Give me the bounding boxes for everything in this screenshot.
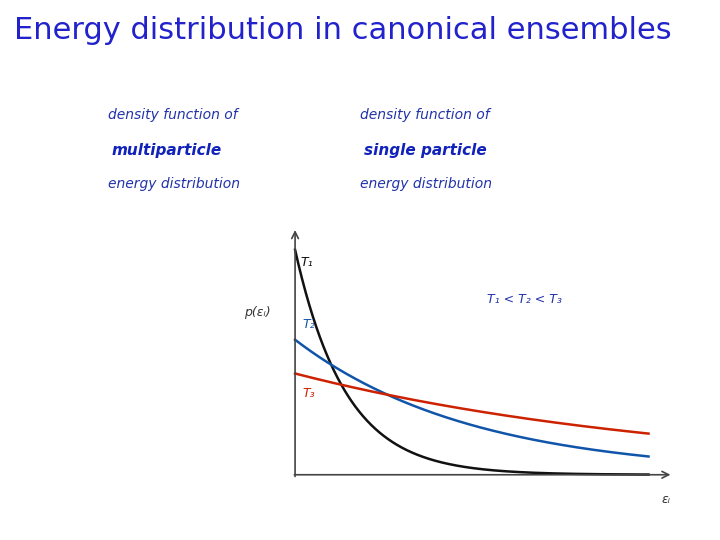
Text: density function of: density function of <box>108 108 238 122</box>
Text: T₃: T₃ <box>302 387 315 400</box>
Text: multiparticle: multiparticle <box>112 143 222 158</box>
Text: T₂: T₂ <box>302 318 315 330</box>
Text: p(εᵢ): p(εᵢ) <box>243 306 270 319</box>
Text: energy distribution: energy distribution <box>360 177 492 191</box>
Text: T₁ < T₂ < T₃: T₁ < T₂ < T₃ <box>487 293 562 306</box>
Text: density function of: density function of <box>360 108 490 122</box>
Text: εᵢ: εᵢ <box>662 492 671 506</box>
Text: energy distribution: energy distribution <box>108 177 240 191</box>
Text: T₁: T₁ <box>300 256 313 269</box>
Text: single particle: single particle <box>364 143 486 158</box>
Text: Energy distribution in canonical ensembles: Energy distribution in canonical ensembl… <box>14 16 672 45</box>
